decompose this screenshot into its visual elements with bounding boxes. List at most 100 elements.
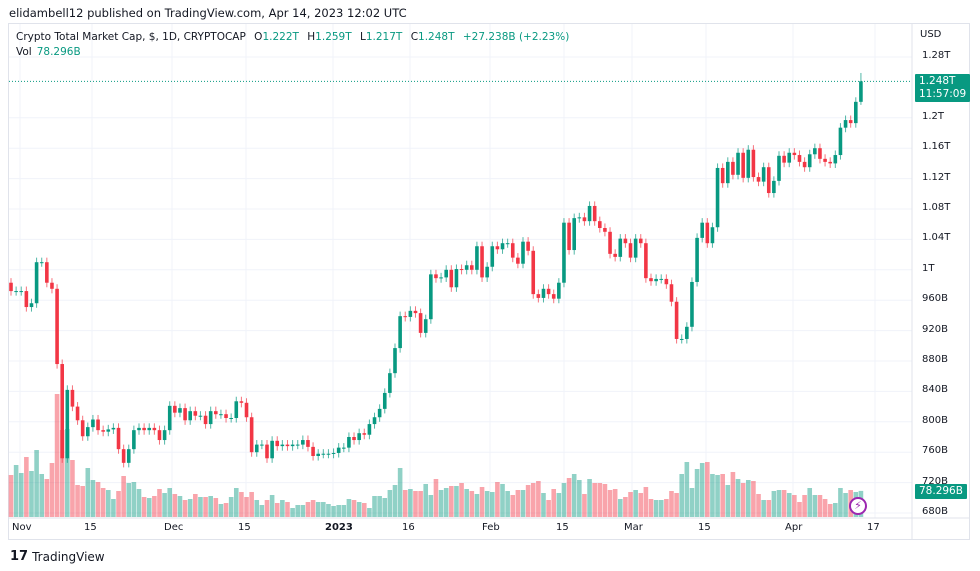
volume-bar [116,491,121,517]
volume-bar [356,502,362,517]
candle-body [116,427,121,450]
candle-body [423,319,428,333]
volume-bar [679,474,685,517]
volume-bar [351,500,357,517]
candle-body [275,440,280,447]
candle-body [157,430,162,441]
volume-bar [300,505,306,517]
volume-bar [449,486,454,517]
candle-body [198,415,203,417]
candle-body [362,433,367,435]
candle-body [280,444,285,447]
time-tick: Mar [624,522,643,533]
candle-body [208,411,213,425]
volume-bar [740,483,746,517]
volume-bar [822,499,828,517]
candle-body [838,127,843,156]
volume-bar [766,500,772,517]
candle-body [311,446,315,456]
candle-body [152,427,157,431]
candle-body [475,246,479,270]
candle-body [372,417,377,425]
candle-body [29,303,34,308]
candle-body [229,418,233,419]
candle-body [111,427,116,430]
candle-body [162,430,167,441]
candle-body [142,427,146,431]
open-label: O [254,31,263,43]
candle-body [80,420,85,437]
volume-bar [495,482,500,517]
volume-bar [372,496,377,517]
symbol-title[interactable]: Crypto Total Market Cap, $, 1D, CRYPTOCA… [16,31,246,43]
candle-body [567,222,571,251]
volume-bar [843,493,848,517]
candle-body [700,222,704,238]
lightning-icon[interactable]: ⚡ [849,497,867,515]
candle-body [91,419,95,428]
candle-body [731,161,735,175]
candle-body [541,288,546,298]
volume-bar [582,494,587,517]
candle-body [582,217,587,222]
volume-bar [111,499,116,517]
candle-body [807,154,812,168]
chart-legend: Crypto Total Market Cap, $, 1D, CRYPTOCA… [16,30,569,60]
candle-body [65,389,70,459]
candle-body [741,152,745,178]
candle-body [203,415,208,425]
candle-body [618,238,623,257]
volume-bar [776,490,782,517]
volume-bar [310,500,316,517]
volume-bar [13,465,19,517]
volume-bar [274,503,280,517]
chart-frame [8,23,970,540]
volume-bar [105,490,111,517]
volume-bar [280,500,285,517]
brand-name: TradingView [32,549,105,564]
price-tick: 680B [922,506,948,517]
volume-bar [213,498,219,517]
volume-bar [751,481,756,517]
candle-body [408,310,413,317]
footer-brand: 17 TradingView [10,549,105,564]
candle-body [357,433,361,441]
volume-bar [812,495,818,517]
volume-bar [70,460,75,517]
price-tick: 1T [922,262,935,274]
candle-body [480,246,484,278]
candle-body [382,392,387,409]
candle-body [188,411,192,421]
candle-body [772,180,776,194]
candle-body [24,291,29,308]
candle-body [490,246,495,267]
candle-body [413,310,418,314]
candle-body [9,282,13,292]
volume-bar [95,482,101,517]
time-tick: 15 [84,522,97,533]
volume-bar [90,480,96,517]
volume-bar [397,468,403,517]
volume-bar [346,499,352,517]
last-price-badge: 1.248T 11:57:09 [915,74,971,102]
volume-bar [80,486,85,517]
candle-body [521,241,525,264]
candle-body [551,294,556,299]
volume-bar [290,508,295,517]
low-value: 1.217T [365,31,403,43]
candle-body [214,411,218,415]
candle-body [598,221,602,228]
volume-bar [674,493,679,517]
candle-body [55,288,59,365]
candle-body [398,316,402,349]
volume-bar [315,502,321,517]
price-tick: 760B [922,445,948,457]
volume-bar [433,479,439,517]
volume-bar [131,482,137,517]
candle-body [70,389,75,407]
volume-bar [664,499,669,517]
candle-body [592,205,597,222]
volume-bar [515,490,521,517]
candle-body [388,373,392,393]
